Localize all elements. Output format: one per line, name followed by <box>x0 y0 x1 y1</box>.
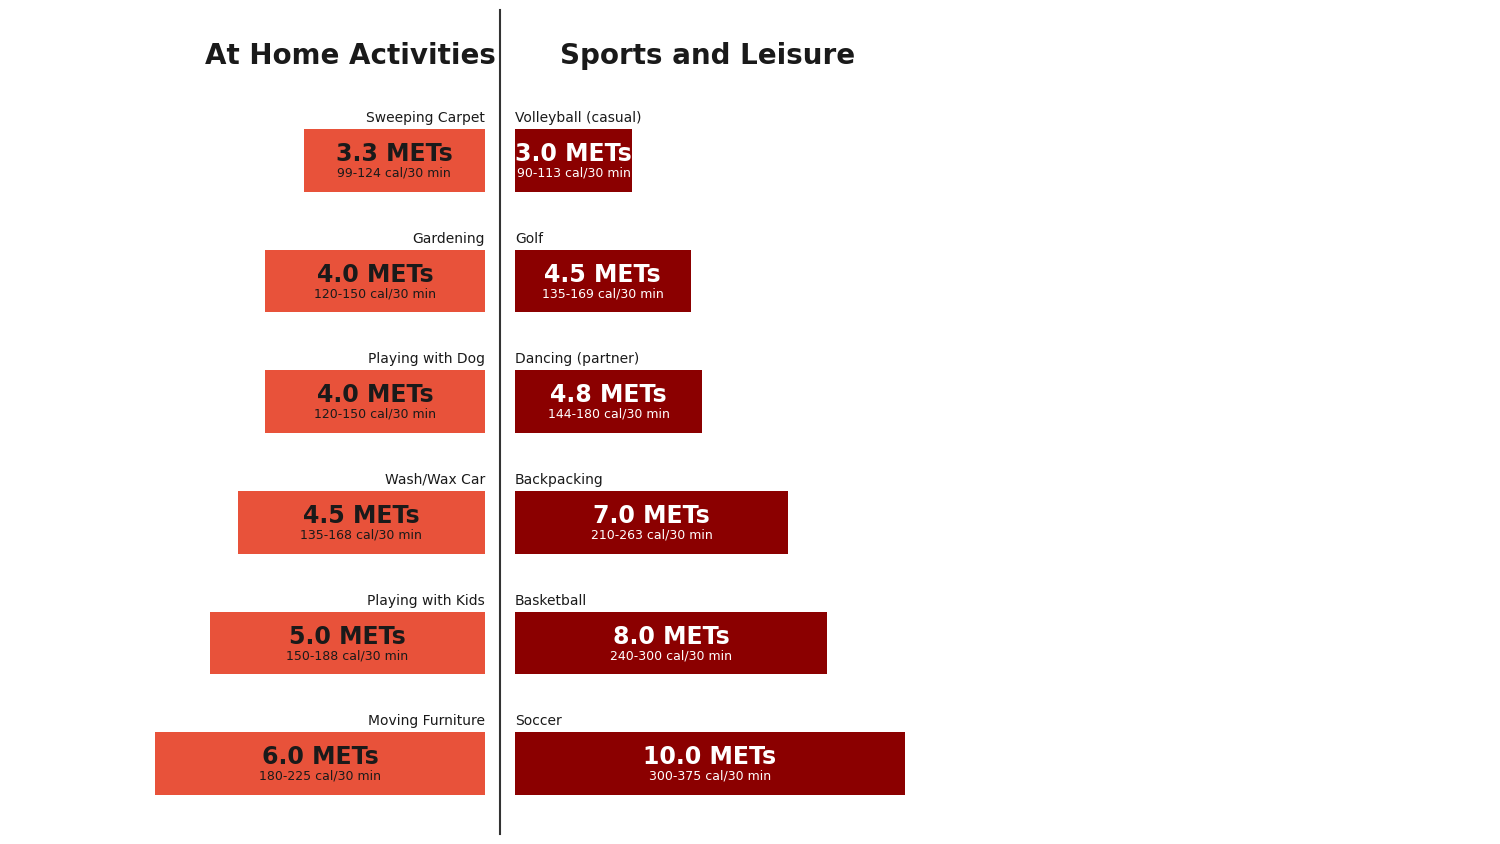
Text: Moving Furniture: Moving Furniture <box>368 714 484 728</box>
FancyBboxPatch shape <box>303 129 484 192</box>
Text: 6.0 METs: 6.0 METs <box>261 745 378 770</box>
Text: Sports and Leisure: Sports and Leisure <box>560 42 855 70</box>
FancyBboxPatch shape <box>237 491 484 554</box>
Text: 150-188 cal/30 min: 150-188 cal/30 min <box>286 649 408 662</box>
Text: 144-180 cal/30 min: 144-180 cal/30 min <box>548 408 669 420</box>
Text: 4.8 METs: 4.8 METs <box>550 383 668 408</box>
FancyBboxPatch shape <box>514 612 826 674</box>
Text: 5.0 METs: 5.0 METs <box>290 625 406 649</box>
FancyBboxPatch shape <box>266 250 484 312</box>
FancyBboxPatch shape <box>514 129 632 192</box>
Text: Wash/Wax Car: Wash/Wax Car <box>384 473 484 487</box>
Text: 3.3 METs: 3.3 METs <box>336 142 453 166</box>
FancyBboxPatch shape <box>266 371 484 433</box>
Text: 10.0 METs: 10.0 METs <box>644 745 777 770</box>
Text: 4.5 METs: 4.5 METs <box>544 262 662 287</box>
FancyBboxPatch shape <box>514 250 690 312</box>
FancyBboxPatch shape <box>514 491 788 554</box>
Text: 135-168 cal/30 min: 135-168 cal/30 min <box>300 528 422 541</box>
Text: 180-225 cal/30 min: 180-225 cal/30 min <box>260 770 381 782</box>
Text: Basketball: Basketball <box>514 593 588 608</box>
Text: At Home Activities: At Home Activities <box>204 42 495 70</box>
Text: 99-124 cal/30 min: 99-124 cal/30 min <box>338 166 452 180</box>
Text: 120-150 cal/30 min: 120-150 cal/30 min <box>314 287 436 300</box>
Text: Playing with Dog: Playing with Dog <box>368 352 484 366</box>
Text: 7.0 METs: 7.0 METs <box>592 504 710 528</box>
FancyBboxPatch shape <box>514 733 904 795</box>
Text: Golf: Golf <box>514 231 543 246</box>
Text: Gardening: Gardening <box>413 231 485 246</box>
Text: 120-150 cal/30 min: 120-150 cal/30 min <box>314 408 436 420</box>
FancyBboxPatch shape <box>154 733 485 795</box>
Text: 4.0 METs: 4.0 METs <box>316 262 434 287</box>
Text: 4.0 METs: 4.0 METs <box>316 383 434 408</box>
FancyBboxPatch shape <box>514 371 702 433</box>
Text: 210-263 cal/30 min: 210-263 cal/30 min <box>591 528 712 541</box>
FancyBboxPatch shape <box>210 612 484 674</box>
Text: Sweeping Carpet: Sweeping Carpet <box>366 111 484 125</box>
Text: 135-169 cal/30 min: 135-169 cal/30 min <box>542 287 663 300</box>
Text: Dancing (partner): Dancing (partner) <box>514 352 639 366</box>
Text: 240-300 cal/30 min: 240-300 cal/30 min <box>610 649 732 662</box>
Text: 300-375 cal/30 min: 300-375 cal/30 min <box>650 770 771 782</box>
Text: 3.0 METs: 3.0 METs <box>514 142 632 166</box>
Text: 8.0 METs: 8.0 METs <box>612 625 729 649</box>
Text: Volleyball (casual): Volleyball (casual) <box>514 111 642 125</box>
Text: Soccer: Soccer <box>514 714 561 728</box>
Text: 90-113 cal/30 min: 90-113 cal/30 min <box>516 166 630 180</box>
Text: 4.5 METs: 4.5 METs <box>303 504 420 528</box>
Text: Backpacking: Backpacking <box>514 473 603 487</box>
Text: Playing with Kids: Playing with Kids <box>368 593 484 608</box>
